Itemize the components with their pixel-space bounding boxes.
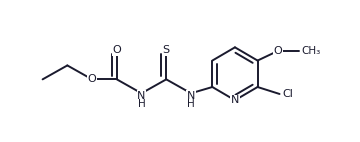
- Text: Cl: Cl: [282, 89, 293, 99]
- Text: O: O: [274, 46, 283, 56]
- Text: N: N: [231, 95, 239, 105]
- Text: H: H: [138, 99, 145, 109]
- Text: CH₃: CH₃: [302, 46, 321, 56]
- Text: S: S: [163, 45, 170, 55]
- Text: N: N: [187, 90, 195, 101]
- Text: H: H: [187, 99, 195, 109]
- Text: O: O: [88, 74, 96, 84]
- Text: N: N: [138, 90, 146, 101]
- Text: O: O: [112, 45, 121, 55]
